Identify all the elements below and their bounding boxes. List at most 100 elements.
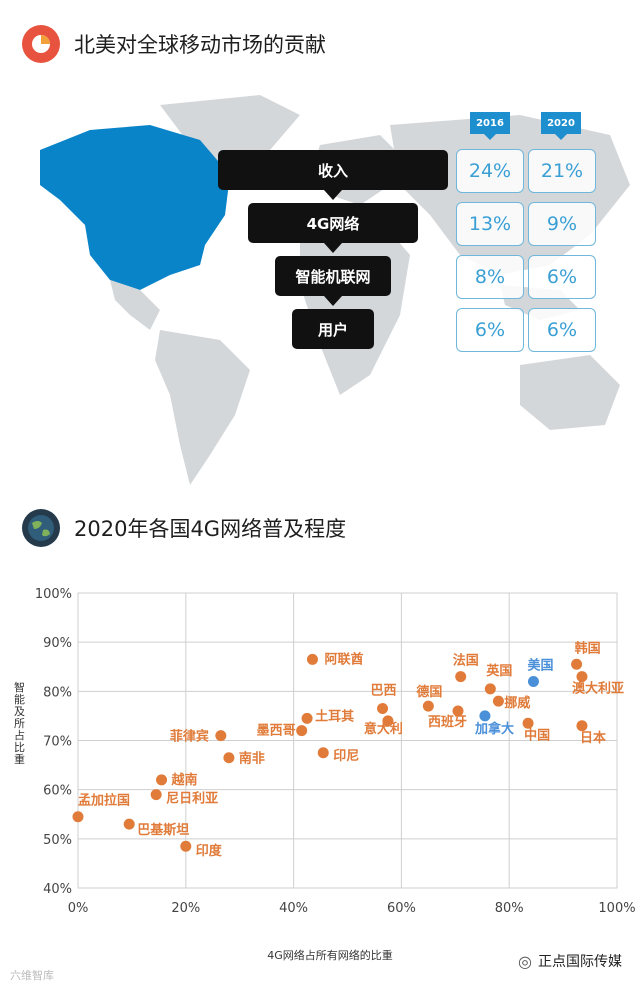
y-tick-label: 70% xyxy=(43,735,72,750)
point-label: 巴基斯坦 xyxy=(137,822,189,838)
point-label: 巴西 xyxy=(371,684,397,699)
point-label: 德国 xyxy=(416,684,442,700)
point-label: 中国 xyxy=(524,727,550,743)
point-label: 英国 xyxy=(485,663,512,679)
watermark: 六维智库 xyxy=(10,967,54,983)
data-point xyxy=(576,720,588,732)
globe-icon xyxy=(22,509,60,547)
scatter-chart: 40% 50% 60% 70% 80% 90% 100% 0% 20% 40% 60% 80% 100%… xyxy=(35,587,636,962)
value-text: 9% xyxy=(546,213,578,235)
section1-header: 北美对全球移动市场的贡献 xyxy=(22,25,326,63)
point-label: 澳大利亚 xyxy=(572,681,624,697)
chart-grid xyxy=(77,592,618,889)
y-tick-label: 80% xyxy=(43,685,72,700)
x-tick-label: 100% xyxy=(598,901,635,916)
funnel-label: 用户 xyxy=(317,320,348,339)
section2-title: 2020年各国4G网络普及程度 xyxy=(74,517,347,541)
data-point xyxy=(215,730,227,742)
value-text: 6% xyxy=(474,319,506,341)
data-point xyxy=(296,725,308,737)
year-label: 2016 xyxy=(476,117,504,129)
data-point xyxy=(455,671,467,683)
value-text: 21% xyxy=(540,160,584,182)
point-label: 孟加拉国 xyxy=(78,793,130,809)
point-label: 土耳其 xyxy=(315,708,354,724)
year-tag-2020: 2020 xyxy=(541,112,581,140)
data-point xyxy=(527,676,539,687)
value-cell: 21% xyxy=(528,149,596,193)
y-tick-label: 40% xyxy=(43,882,72,897)
section2-header: 2020年各国4G网络普及程度 xyxy=(22,509,346,547)
funnel-label: 智能机联网 xyxy=(295,267,371,286)
value-cell: 6% xyxy=(456,308,524,352)
value-text: 13% xyxy=(468,213,512,235)
x-tick-label: 60% xyxy=(387,901,416,916)
data-point xyxy=(522,717,534,729)
section1-title: 北美对全球移动市场的贡献 xyxy=(74,33,326,57)
funnel-row-smartphone: 智能机联网 xyxy=(275,256,391,306)
data-point xyxy=(377,703,389,715)
point-label: 印度 xyxy=(196,843,223,859)
data-point xyxy=(479,710,491,722)
data-point xyxy=(422,700,434,712)
value-cell: 13% xyxy=(456,202,524,246)
y-axis-title: 智能及所占比重 xyxy=(14,681,25,766)
y-tick-label: 50% xyxy=(43,833,72,848)
data-point xyxy=(492,695,504,707)
value-cell: 8% xyxy=(456,255,524,299)
pie-chart-icon xyxy=(22,25,60,63)
funnel-row-users: 用户 xyxy=(292,309,374,349)
year-label: 2020 xyxy=(547,117,575,129)
value-text: 6% xyxy=(546,319,578,341)
data-point xyxy=(317,747,329,759)
point-label: 韩国 xyxy=(575,640,601,656)
funnel-label: 收入 xyxy=(317,161,348,180)
funnel-label: 4G网络 xyxy=(306,214,360,233)
data-point xyxy=(452,705,464,717)
data-point xyxy=(72,811,84,823)
data-point xyxy=(576,671,588,683)
y-tick-label: 90% xyxy=(43,636,72,651)
data-point xyxy=(150,789,162,801)
value-cell: 6% xyxy=(528,255,596,299)
point-label: 挪威 xyxy=(504,695,530,711)
chart-ticks: 40% 50% 60% 70% 80% 90% 100% 0% 20% 40% 60% 80% 100% xyxy=(35,587,636,916)
year-tag-2016: 2016 xyxy=(470,112,510,140)
point-label: 尼日利亚 xyxy=(166,791,218,807)
point-label: 法国 xyxy=(453,653,479,669)
point-label: 印尼 xyxy=(333,749,359,764)
point-label: 意大利 xyxy=(364,721,403,737)
point-label: 西班牙 xyxy=(428,714,467,730)
point-label: 墨西哥 xyxy=(257,723,296,739)
data-point xyxy=(306,653,318,665)
funnel-row-revenue: 收入 xyxy=(218,150,448,200)
y-tick-label: 100% xyxy=(35,587,72,602)
value-text: 6% xyxy=(546,266,578,288)
x-tick-label: 80% xyxy=(495,901,524,916)
data-point xyxy=(301,712,313,724)
point-label: 日本 xyxy=(580,730,606,746)
data-point xyxy=(484,683,496,695)
point-label: 加拿大 xyxy=(474,721,514,737)
data-point xyxy=(382,715,394,727)
point-label: 美国 xyxy=(527,658,553,674)
point-label: 菲律宾 xyxy=(170,729,209,745)
data-point xyxy=(223,752,235,764)
data-point xyxy=(571,658,583,670)
x-axis-title: 4G网络占所有网络的比重 xyxy=(267,948,393,962)
data-point xyxy=(123,818,135,830)
data-point xyxy=(156,774,168,786)
brand: ◎ 正点国际传媒 xyxy=(518,951,622,971)
value-cell: 24% xyxy=(456,149,524,193)
y-tick-label: 60% xyxy=(43,784,72,799)
x-tick-label: 20% xyxy=(171,901,200,916)
x-tick-label: 40% xyxy=(279,901,308,916)
data-point xyxy=(180,840,192,852)
value-text: 24% xyxy=(468,160,512,182)
point-label: 越南 xyxy=(171,772,198,788)
value-cell: 6% xyxy=(528,308,596,352)
brand-text: 正点国际传媒 xyxy=(538,954,622,970)
point-label: 阿联酋 xyxy=(324,651,363,667)
watermark-text: 六维智库 xyxy=(10,969,54,982)
